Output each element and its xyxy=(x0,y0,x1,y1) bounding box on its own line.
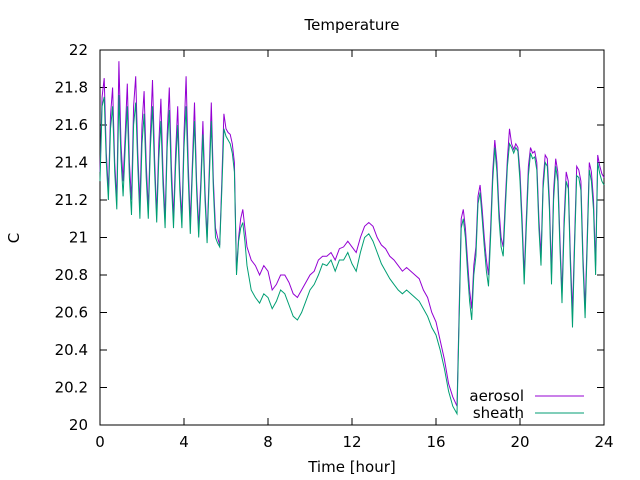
plot-area xyxy=(99,49,605,426)
series-line-sheath xyxy=(99,94,605,416)
y-tick-label-4: 20.8 xyxy=(55,266,88,284)
y-tick-label-6: 21.2 xyxy=(55,191,88,209)
x-tick-label-5: 20 xyxy=(510,433,529,451)
y-tick-label-1: 20.2 xyxy=(55,379,88,397)
x-tick-label-0: 0 xyxy=(95,433,105,451)
x-tick-label-2: 8 xyxy=(263,433,273,451)
y-axis-label: C xyxy=(5,233,23,243)
x-tick-label-3: 12 xyxy=(342,433,361,451)
plot-frame xyxy=(99,49,605,426)
y-tick-label-9: 21.8 xyxy=(55,79,88,97)
y-tick-label-2: 20.4 xyxy=(55,341,88,359)
x-tick-label-1: 4 xyxy=(179,433,189,451)
x-axis-ticks: 0 4 8 12 16 20 24 xyxy=(95,50,614,451)
y-tick-label-5: 21 xyxy=(69,229,88,247)
y-tick-label-7: 21.4 xyxy=(55,154,88,172)
y-tick-label-10: 22 xyxy=(69,41,88,59)
y-tick-label-3: 20.6 xyxy=(55,304,88,322)
legend-label-sheath: sheath xyxy=(473,404,524,422)
legend-label-aerosol: aerosol xyxy=(469,387,524,405)
x-axis-label: Time [hour] xyxy=(307,458,396,476)
y-tick-label-0: 20 xyxy=(69,416,88,434)
series-line-aerosol xyxy=(99,61,605,407)
y-axis-ticks: 20 20.2 20.4 20.6 20.8 21 21.2 21.4 21.6 21.8 22 xyxy=(55,41,604,434)
x-tick-label-4: 16 xyxy=(426,433,445,451)
x-tick-label-6: 24 xyxy=(594,433,613,451)
y-tick-label-8: 21.6 xyxy=(55,116,88,134)
chart-title: Temperature xyxy=(303,16,399,34)
series-layer xyxy=(99,61,605,416)
